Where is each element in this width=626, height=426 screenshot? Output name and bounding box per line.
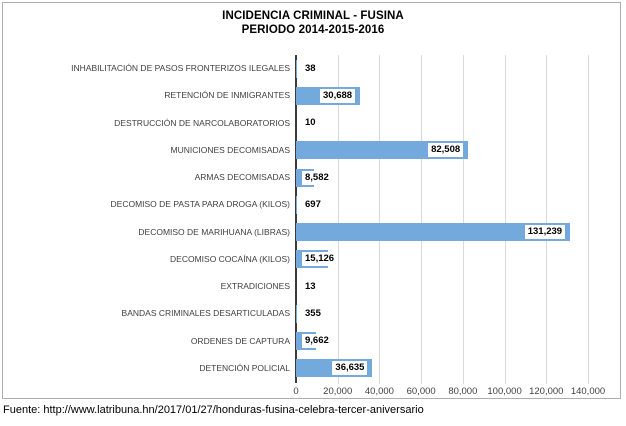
gridline — [379, 55, 381, 384]
x-tick-label: 60,000 — [406, 386, 436, 397]
bar — [296, 223, 570, 242]
bar-value-label: 131,239 — [524, 225, 566, 240]
category-label: BANDAS CRIMINALES DESARTICULADAS — [121, 308, 290, 319]
bar-value-label: 355 — [302, 306, 324, 321]
bar-value-label: 13 — [302, 279, 319, 294]
bar — [296, 195, 298, 214]
bar-value-label: 8,582 — [302, 170, 332, 185]
x-tick-label: 100,000 — [487, 386, 522, 397]
x-tick-label: 120,000 — [529, 386, 564, 397]
x-tick-label: 140,000 — [570, 386, 606, 397]
category-axis-labels: INHABILITACIÓN DE PASOS FRONTERIZOS ILEG… — [6, 55, 290, 382]
bar — [296, 304, 297, 323]
x-tick-label: 80,000 — [448, 386, 478, 397]
x-tick-label: 40,000 — [364, 386, 394, 397]
category-label: DECOMISO COCAÍNA (KILOS) — [170, 253, 290, 264]
category-label: DETENCIÓN POLICIAL — [199, 362, 290, 373]
bar-value-label: 697 — [302, 197, 324, 212]
gridline — [421, 55, 423, 384]
category-axis-line — [295, 55, 297, 383]
category-label: INHABILITACIÓN DE PASOS FRONTERIZOS ILEG… — [71, 63, 290, 73]
bar — [296, 141, 469, 160]
x-tick-label: 20,000 — [323, 386, 353, 397]
bar-value-label: 10 — [302, 116, 319, 131]
category-label: DECOMISO DE PASTA PARA DROGA (KILOS) — [110, 199, 290, 210]
category-label: RETENCIÓN DE INMIGRANTES — [164, 90, 290, 101]
plot-area: 38 30,688 10 82,508 8,582 697 131,239 15,126 13 3… — [295, 55, 598, 384]
chart-title-line1: INCIDENCIA CRIMINAL - FUSINA — [222, 10, 404, 22]
chart-title-line2: PERIODO 2014-2015-2016 — [241, 24, 385, 36]
gridline — [337, 55, 339, 384]
bar-value-label: 38 — [302, 61, 319, 76]
bar-value-label: 82,508 — [428, 143, 464, 158]
gridline — [588, 55, 589, 384]
value-axis-tick-labels: 0 20,000 40,000 60,000 80,000 100,000 120,000 1… — [0, 386, 626, 398]
x-tick-label: 0 — [293, 386, 299, 397]
category-label: DESTRUCCIÓN DE NARCOLABORATORIOS — [114, 117, 290, 128]
gridline — [504, 55, 506, 384]
gridline — [462, 55, 464, 384]
bar-value-label: 36,635 — [332, 361, 368, 376]
category-label: EXTRADICIONES — [220, 281, 290, 291]
category-label: MUNICIONES DECOMISADAS — [170, 144, 291, 155]
source-citation: Fuente: http://www.latribuna.hn/2017/01/… — [3, 404, 424, 416]
gridline — [546, 55, 548, 384]
category-label: ORDENES DE CAPTURA — [190, 335, 290, 346]
chart-title: INCIDENCIA CRIMINAL - FUSINA PERIODO 201… — [0, 9, 626, 37]
bar-value-label: 9,662 — [302, 334, 332, 349]
bar-value-label: 15,126 — [302, 252, 338, 267]
bar-value-label: 30,688 — [320, 88, 356, 103]
category-label: DECOMISO DE MARIHUANA (LIBRAS) — [138, 226, 290, 237]
category-label: ARMAS DECOMISADAS — [194, 172, 290, 182]
